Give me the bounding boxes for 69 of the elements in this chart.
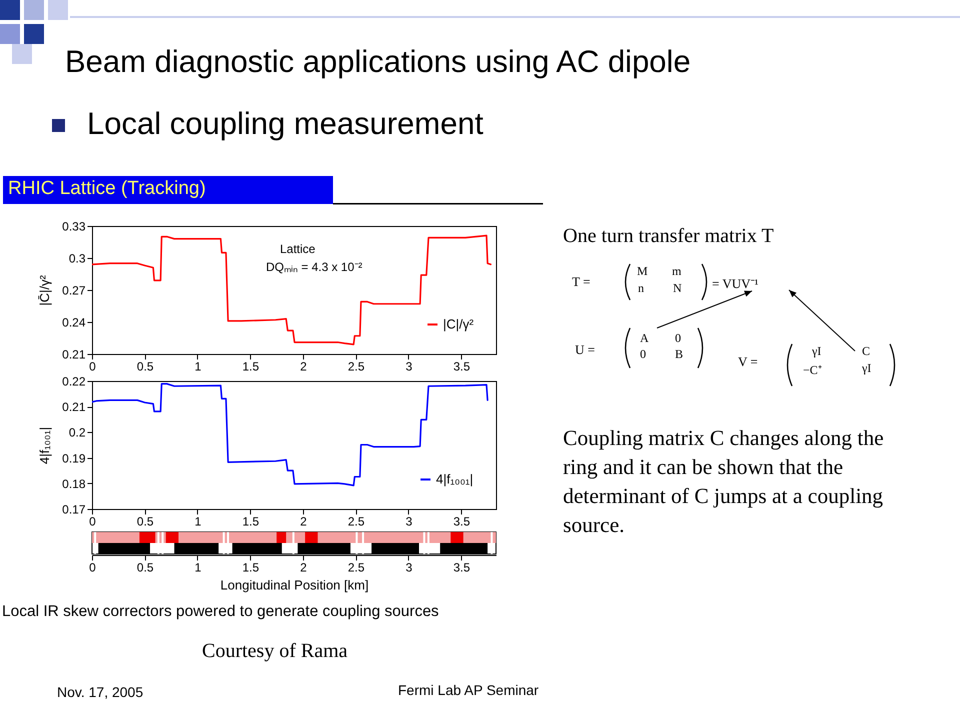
annotation: Lattice xyxy=(280,242,316,256)
x2-tick-label: 2 xyxy=(300,560,308,574)
line-series xyxy=(92,383,488,486)
text: = VUV⁻¹ xyxy=(712,275,758,292)
annotation: DQₘᵢₙ = 4.3 x 10⁻² xyxy=(266,259,362,275)
x-tick-label: 3.5 xyxy=(453,514,470,528)
text: Courtesy of Rama xyxy=(202,640,348,663)
x-tick-label: 2.5 xyxy=(348,514,365,528)
text: RHIC Lattice (Tracking) xyxy=(8,178,206,200)
x-tick-label: 1.5 xyxy=(242,514,260,528)
x-tick-label: 3.5 xyxy=(453,360,470,374)
text: 0 xyxy=(640,347,646,362)
legend-label: 4|f₁₀₀₁| xyxy=(436,472,474,486)
line-series xyxy=(92,234,492,346)
x-tick-label: 0 xyxy=(89,360,96,374)
y-tick-label: 0.2 xyxy=(68,426,86,440)
text: 0 xyxy=(675,331,681,346)
legend-label: |C|/γ² xyxy=(443,316,474,332)
y-tick-label: 0.21 xyxy=(62,348,86,362)
x-tick-label: 1.5 xyxy=(242,360,260,374)
x-tick-label: 1 xyxy=(194,360,202,374)
x-tick-label: 2 xyxy=(300,360,308,374)
text: V = xyxy=(738,354,758,370)
x2-tick-label: 1.5 xyxy=(242,560,260,574)
x2-tick-label: 0 xyxy=(89,560,96,574)
y-tick-label: 0.18 xyxy=(62,476,86,491)
text: n xyxy=(638,281,644,296)
y-tick-label: 0.17 xyxy=(62,502,86,516)
x2-tick-label: 3 xyxy=(406,560,413,574)
text: B xyxy=(675,347,684,362)
text: N xyxy=(673,281,682,296)
y-tick-label: 0.27 xyxy=(62,284,86,298)
x-tick-label: 2 xyxy=(300,514,308,528)
text: M xyxy=(637,264,648,279)
text: U = xyxy=(575,342,595,358)
chart-subtitle: Local coupling measurement xyxy=(87,106,484,142)
y-tick-label: 0.22 xyxy=(62,374,86,388)
x-tick-label: 2.5 xyxy=(348,360,365,374)
text: One turn transfer matrix T xyxy=(563,225,774,248)
text: Nov. 17, 2005 xyxy=(57,684,144,700)
text: T = xyxy=(572,274,590,290)
x-tick-label: 0.5 xyxy=(136,360,154,374)
x-tick-label: 0.5 xyxy=(136,514,154,528)
x-tick-label: 3 xyxy=(406,514,413,528)
y-axis-title: |C̄|/γ² xyxy=(37,274,52,306)
text: γI xyxy=(862,361,872,376)
y-tick-label: 0.3 xyxy=(68,252,86,266)
chart-title: Beam diagnostic applications using AC dipole xyxy=(65,44,691,80)
x-axis-title: Longitudinal Position [km] xyxy=(220,578,369,592)
x2-tick-label: 2.5 xyxy=(348,560,365,574)
text: A xyxy=(640,331,649,346)
x2-tick-label: 0.5 xyxy=(136,560,154,574)
text: −C⁺ xyxy=(803,362,822,378)
text: C xyxy=(862,344,870,359)
text: Local IR skew correctors powered to generate coupling sources xyxy=(2,603,439,621)
y-tick-label: 0.19 xyxy=(62,451,86,466)
x2-tick-label: 3.5 xyxy=(453,560,470,574)
x-tick-label: 1 xyxy=(194,514,202,528)
x-tick-label: 0 xyxy=(89,514,96,528)
y-tick-label: 0.24 xyxy=(62,316,86,330)
y-tick-label: 0.33 xyxy=(62,220,86,234)
text: m xyxy=(672,264,682,279)
text: Fermi Lab AP Seminar xyxy=(398,682,539,698)
y-tick-label: 0.21 xyxy=(62,400,86,414)
text: γI xyxy=(812,344,822,359)
y-axis-title: 4|f₁₀₀₁| xyxy=(37,426,52,464)
x-tick-label: 3 xyxy=(406,360,413,374)
x2-tick-label: 1 xyxy=(194,560,202,574)
text: Coupling matrix C changes along the ring and it can be shown that the determinant of C jumps at a coupling source. xyxy=(563,425,885,539)
